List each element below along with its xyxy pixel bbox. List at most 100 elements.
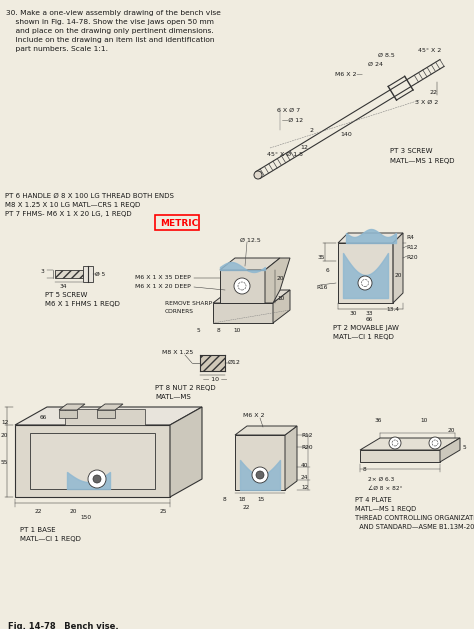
- Text: 20: 20: [1, 433, 9, 438]
- Text: PT 2 MOVABLE JAW: PT 2 MOVABLE JAW: [333, 325, 399, 331]
- Text: shown in Fig. 14-78. Show the vise jaws open 50 mm: shown in Fig. 14-78. Show the vise jaws …: [6, 19, 214, 25]
- Text: ∠Ø 8 × 82°: ∠Ø 8 × 82°: [368, 486, 402, 491]
- Text: part numbers. Scale 1:1.: part numbers. Scale 1:1.: [6, 46, 108, 52]
- Polygon shape: [213, 290, 290, 303]
- Text: 5: 5: [197, 328, 201, 333]
- Text: 18: 18: [238, 497, 246, 502]
- Text: MATL—CI 1 REQD: MATL—CI 1 REQD: [333, 334, 394, 340]
- Text: 35: 35: [318, 255, 326, 260]
- Text: 20: 20: [70, 509, 78, 514]
- Text: 10: 10: [420, 418, 428, 423]
- Text: R20: R20: [406, 255, 418, 260]
- Text: Ø 8.5: Ø 8.5: [378, 53, 395, 58]
- Text: 34: 34: [60, 284, 67, 289]
- Text: 5: 5: [463, 445, 467, 450]
- Text: 3: 3: [41, 269, 45, 274]
- Text: 8: 8: [217, 328, 221, 333]
- Polygon shape: [285, 426, 297, 490]
- Text: AND STANDARD—ASME B1.13M-2001: AND STANDARD—ASME B1.13M-2001: [355, 524, 474, 530]
- Text: 2× Ø 6.3: 2× Ø 6.3: [368, 477, 394, 482]
- Text: 66: 66: [366, 317, 373, 322]
- Text: MATL—MS 1 REQD: MATL—MS 1 REQD: [390, 158, 455, 164]
- Text: 10: 10: [233, 328, 240, 333]
- Text: PT 1 BASE: PT 1 BASE: [20, 527, 55, 533]
- Text: M8 X 1.25: M8 X 1.25: [162, 350, 193, 355]
- Circle shape: [252, 467, 268, 483]
- Text: Fig. 14-78   Bench vise.: Fig. 14-78 Bench vise.: [8, 622, 118, 629]
- Text: 25: 25: [160, 509, 167, 514]
- Text: 40: 40: [301, 463, 309, 468]
- Text: PT 3 SCREW: PT 3 SCREW: [390, 148, 432, 154]
- Text: 22: 22: [430, 90, 438, 95]
- Text: 8: 8: [223, 497, 227, 502]
- Text: 8: 8: [363, 467, 367, 472]
- Polygon shape: [65, 409, 145, 425]
- Text: MATL—CI 1 REQD: MATL—CI 1 REQD: [20, 536, 81, 542]
- Text: 6: 6: [326, 268, 329, 273]
- Polygon shape: [338, 243, 393, 303]
- Polygon shape: [393, 233, 403, 303]
- Text: M6 X 1 X 35 DEEP: M6 X 1 X 35 DEEP: [135, 275, 191, 280]
- Circle shape: [389, 437, 401, 449]
- Circle shape: [88, 470, 106, 488]
- Circle shape: [93, 475, 101, 483]
- Polygon shape: [213, 303, 273, 323]
- Text: REMOVE SHARP: REMOVE SHARP: [165, 301, 212, 306]
- Polygon shape: [235, 426, 297, 435]
- Text: 150: 150: [80, 515, 91, 520]
- Polygon shape: [265, 258, 290, 303]
- Text: Ø 24: Ø 24: [368, 62, 383, 67]
- Text: R16: R16: [316, 285, 328, 290]
- Text: CORNERS: CORNERS: [165, 309, 194, 314]
- Text: R20: R20: [301, 445, 313, 450]
- Text: Include on the drawing an item list and identification: Include on the drawing an item list and …: [6, 37, 215, 43]
- Text: 10: 10: [277, 296, 284, 301]
- Text: 140: 140: [340, 132, 352, 137]
- Text: Ø 5: Ø 5: [95, 272, 105, 277]
- Text: MATL—MS 1 REQD: MATL—MS 1 REQD: [355, 506, 416, 512]
- Text: METRIC: METRIC: [160, 219, 198, 228]
- Text: R4: R4: [406, 235, 414, 240]
- Text: 45° X Ø 1.5: 45° X Ø 1.5: [267, 152, 303, 157]
- Text: —Ø 12: —Ø 12: [282, 118, 303, 123]
- Circle shape: [254, 171, 262, 179]
- Polygon shape: [97, 404, 123, 410]
- Circle shape: [256, 471, 264, 479]
- Polygon shape: [97, 410, 115, 418]
- Text: 20: 20: [448, 428, 456, 433]
- Text: 30. Make a one-view assembly drawing of the bench vise: 30. Make a one-view assembly drawing of …: [6, 10, 221, 16]
- Text: MATL—MS: MATL—MS: [155, 394, 191, 400]
- Text: PT 4 PLATE: PT 4 PLATE: [355, 497, 392, 503]
- Text: M8 X 1.25 X 10 LG MATL—CRS 1 REQD: M8 X 1.25 X 10 LG MATL—CRS 1 REQD: [5, 202, 140, 208]
- Text: 24: 24: [301, 475, 309, 480]
- Polygon shape: [338, 233, 403, 243]
- Circle shape: [234, 278, 250, 294]
- Text: PT 5 SCREW: PT 5 SCREW: [45, 292, 87, 298]
- Polygon shape: [59, 410, 77, 418]
- Text: 66: 66: [40, 415, 47, 420]
- Text: 20: 20: [277, 276, 284, 281]
- Text: Ø12: Ø12: [228, 360, 241, 365]
- Circle shape: [429, 437, 441, 449]
- Text: 12: 12: [1, 420, 9, 425]
- Text: PT 6 HANDLE Ø 8 X 100 LG THREAD BOTH ENDS: PT 6 HANDLE Ø 8 X 100 LG THREAD BOTH END…: [5, 193, 174, 199]
- Text: 45° X 2: 45° X 2: [418, 48, 441, 53]
- Polygon shape: [273, 290, 290, 323]
- Text: 33: 33: [366, 311, 374, 316]
- Polygon shape: [30, 433, 155, 489]
- Text: 12: 12: [300, 145, 308, 150]
- Polygon shape: [235, 435, 285, 490]
- Polygon shape: [15, 425, 170, 497]
- Text: 2: 2: [310, 128, 314, 133]
- Text: PT 7 FHMS- M6 X 1 X 20 LG, 1 REQD: PT 7 FHMS- M6 X 1 X 20 LG, 1 REQD: [5, 211, 132, 217]
- Polygon shape: [360, 450, 440, 462]
- Text: 6 X Ø 7: 6 X Ø 7: [277, 108, 300, 113]
- Text: M6 X 1 FHMS 1 REQD: M6 X 1 FHMS 1 REQD: [45, 301, 120, 307]
- Text: R12: R12: [406, 245, 418, 250]
- Text: — 10 —: — 10 —: [203, 377, 227, 382]
- Text: M6 X 1 X 20 DEEP: M6 X 1 X 20 DEEP: [135, 284, 191, 289]
- Text: 22: 22: [243, 505, 250, 510]
- Polygon shape: [360, 438, 460, 450]
- Text: 13.4: 13.4: [386, 307, 399, 312]
- Text: M6 X 2—: M6 X 2—: [335, 72, 363, 77]
